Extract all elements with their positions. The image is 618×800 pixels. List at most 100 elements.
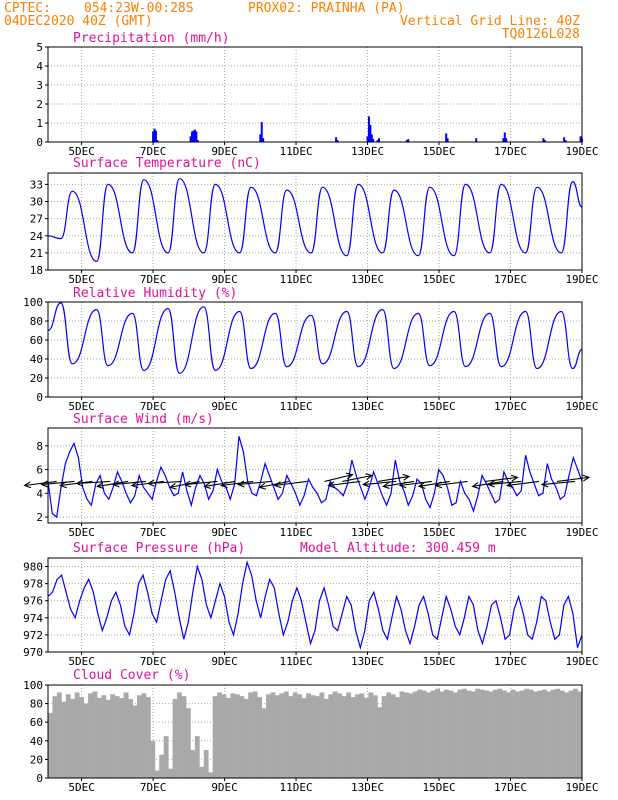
cloud-bar (497, 688, 503, 778)
precip-title: Precipitation (mm/h) (73, 31, 230, 46)
wind-vector-arrow (76, 480, 111, 485)
wind-title: Surface Wind (m/s) (73, 412, 214, 427)
cloud-bar (350, 697, 356, 778)
cloud-bar (128, 698, 133, 778)
cloud-bar (203, 750, 209, 778)
wind-ytick-label: 8 (36, 440, 43, 453)
cloud-bar (177, 692, 182, 778)
precip-ytick-label: 5 (36, 41, 43, 54)
cloud-bar (448, 690, 454, 778)
pres-panel: 970 972 974 976 978 980 5DEC 7DEC 9DEC 11DEC 13DEC… (23, 557, 599, 668)
wind-xtick-label: 17DEC (494, 526, 527, 539)
cloud-bar (359, 693, 365, 778)
cloud-bar (248, 692, 254, 778)
cloud-bar (230, 693, 236, 778)
cloud-frame (47, 684, 583, 779)
cloud-ytick-label: 100 (23, 679, 43, 692)
wind-vector-arrow (472, 480, 504, 488)
precip-bar (376, 140, 379, 142)
wind-xtick-label: 13DEC (351, 526, 384, 539)
cloud-bar (417, 689, 423, 778)
rh-xtick-label: 9DEC (211, 400, 238, 413)
cloud-bar (163, 736, 169, 778)
cloud-bar (266, 694, 271, 778)
pres-ytick-label: 980 (23, 561, 43, 574)
wind-vector-arrowhead (402, 473, 411, 481)
cloud-xtick-label: 17DEC (494, 781, 527, 794)
cloud-bar (83, 703, 89, 778)
wind-vector-arrowhead (327, 481, 335, 489)
precip-bar (407, 139, 410, 142)
cloud-bar (479, 689, 485, 778)
wind-vector-arrowhead (434, 481, 443, 489)
wind-vector-arrow (274, 480, 307, 487)
cloud-bar (390, 694, 396, 778)
cloud-bar (119, 698, 125, 778)
cloud-bar (346, 692, 351, 778)
wind-vector-arrow (507, 480, 540, 487)
precip-bar (564, 140, 567, 142)
wind-series-line (47, 436, 583, 519)
cloud-bar (386, 692, 392, 778)
cloud-bar (52, 696, 58, 778)
precip-bar (445, 133, 448, 142)
precip-bar (192, 130, 195, 142)
wind-xtick-label: 11DEC (279, 526, 312, 539)
cloud-ytick-label: 20 (30, 753, 43, 766)
wind-vector-arrowhead (130, 481, 139, 489)
cloud-bar (141, 693, 147, 778)
cloud-xtick-label: 5DEC (68, 781, 95, 794)
cloud-bar (559, 690, 565, 778)
cloud-bar (470, 691, 476, 778)
wind-vector-arrowhead (59, 481, 67, 489)
temp-xtick-label: 9DEC (211, 273, 238, 286)
header-run-id: TQ0126L028 (502, 27, 580, 42)
cloud-bar (528, 689, 534, 778)
wind-vector-arrow (378, 475, 410, 482)
precip-bar (369, 124, 372, 142)
cloud-bar (421, 690, 427, 778)
header-station: PROX02: PRAINHA (PA) (248, 1, 405, 16)
precip-bar (367, 116, 370, 142)
cloud-bar (332, 691, 338, 778)
wind-vector-arrow (41, 480, 75, 486)
cloud-bar (257, 697, 262, 778)
rh-series-line (47, 302, 583, 374)
header-vertical-grid: Vertical Grid Line: 40Z (400, 14, 580, 29)
pres-ytick-label: 974 (23, 612, 43, 625)
header-coords: 054:23W-00:28S (84, 1, 194, 16)
wind-frame (47, 427, 583, 524)
rh-ytick-label: 20 (30, 372, 43, 385)
wind-vector-arrow (113, 480, 146, 486)
cloud-bar (506, 692, 512, 778)
wind-vector-arrow (238, 480, 272, 486)
cloud-bar (168, 768, 173, 778)
cloud-ytick-label: 0 (36, 772, 43, 785)
pres-ytick-label: 970 (23, 646, 43, 659)
cloud-bar (408, 693, 414, 778)
cloud-bar (395, 697, 400, 778)
wind-vector-arrow (342, 474, 373, 482)
wind-vector-arrow (399, 480, 432, 487)
cloud-bar (283, 691, 289, 778)
wind-vector-arrow (204, 480, 236, 488)
pres-xtick-label: 11DEC (279, 655, 312, 668)
wind-vector-arrowhead (381, 482, 390, 489)
precip-bar (262, 138, 265, 142)
temp-frame (47, 172, 583, 271)
rh-xtick-label: 15DEC (422, 400, 455, 413)
cloud-bar (564, 692, 570, 778)
pres-xtick-label: 9DEC (211, 655, 238, 668)
header-init-time: 04DEC2020 40Z (GMT) (4, 14, 153, 29)
cloud-bar (546, 691, 552, 778)
cloud-bar (328, 694, 334, 778)
wind-vector-arrow (184, 480, 218, 486)
rh-xtick-label: 17DEC (494, 400, 527, 413)
cloud-bar (430, 690, 436, 778)
cloud-bar (319, 692, 325, 778)
cloud-ytick-label: 40 (30, 735, 43, 748)
cloud-bar (363, 698, 369, 778)
cloud-bar (439, 691, 445, 778)
precip-bar (156, 140, 159, 142)
cloud-title: Cloud Cover (%) (73, 668, 190, 683)
